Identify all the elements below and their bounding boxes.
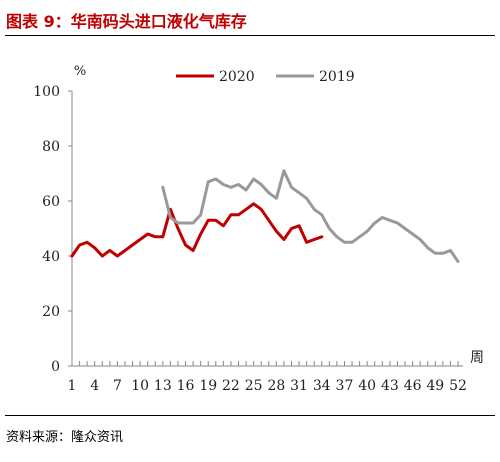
legend-label-2019: 2019 bbox=[319, 69, 355, 85]
y-axis-unit: % bbox=[74, 64, 86, 79]
x-axis-unit: 周 bbox=[470, 350, 484, 366]
x-tick-label: 25 bbox=[245, 378, 263, 394]
x-tick-label: 10 bbox=[131, 378, 149, 394]
x-tick-label: 31 bbox=[290, 378, 308, 394]
legend-label-2020: 2020 bbox=[219, 69, 255, 85]
series-line-2020 bbox=[70, 202, 324, 258]
y-tick-label: 40 bbox=[42, 249, 60, 265]
y-tick-label: 0 bbox=[51, 359, 60, 375]
x-tick-label: 13 bbox=[154, 378, 172, 394]
x-tick-label: 52 bbox=[449, 378, 467, 394]
y-tick-label: 60 bbox=[42, 194, 60, 210]
x-tick-label: 1 bbox=[68, 378, 77, 394]
x-tick-label: 49 bbox=[426, 378, 444, 394]
source-note: 资料来源：隆众资讯 bbox=[6, 430, 124, 445]
x-tick-label: 37 bbox=[336, 378, 354, 394]
x-tick-label: 40 bbox=[358, 378, 376, 394]
x-tick-label: 16 bbox=[177, 378, 195, 394]
series-line-2019 bbox=[161, 169, 460, 263]
x-tick-label: 4 bbox=[90, 378, 99, 394]
chart-title: 图表 9：华南码头进口液化气库存 bbox=[6, 12, 247, 31]
x-tick-label: 28 bbox=[267, 378, 285, 394]
x-tick-label: 7 bbox=[113, 378, 122, 394]
x-tick-label: 46 bbox=[404, 378, 422, 394]
source-rule bbox=[5, 415, 495, 416]
x-tick-label: 19 bbox=[199, 378, 217, 394]
title-rule bbox=[5, 35, 495, 36]
x-tick-label: 22 bbox=[222, 378, 240, 394]
y-tick-label: 80 bbox=[42, 139, 60, 155]
x-tick-label: 34 bbox=[313, 378, 331, 394]
y-tick-label: 100 bbox=[33, 84, 60, 100]
y-tick-label: 20 bbox=[42, 304, 60, 320]
x-tick-label: 43 bbox=[381, 378, 399, 394]
